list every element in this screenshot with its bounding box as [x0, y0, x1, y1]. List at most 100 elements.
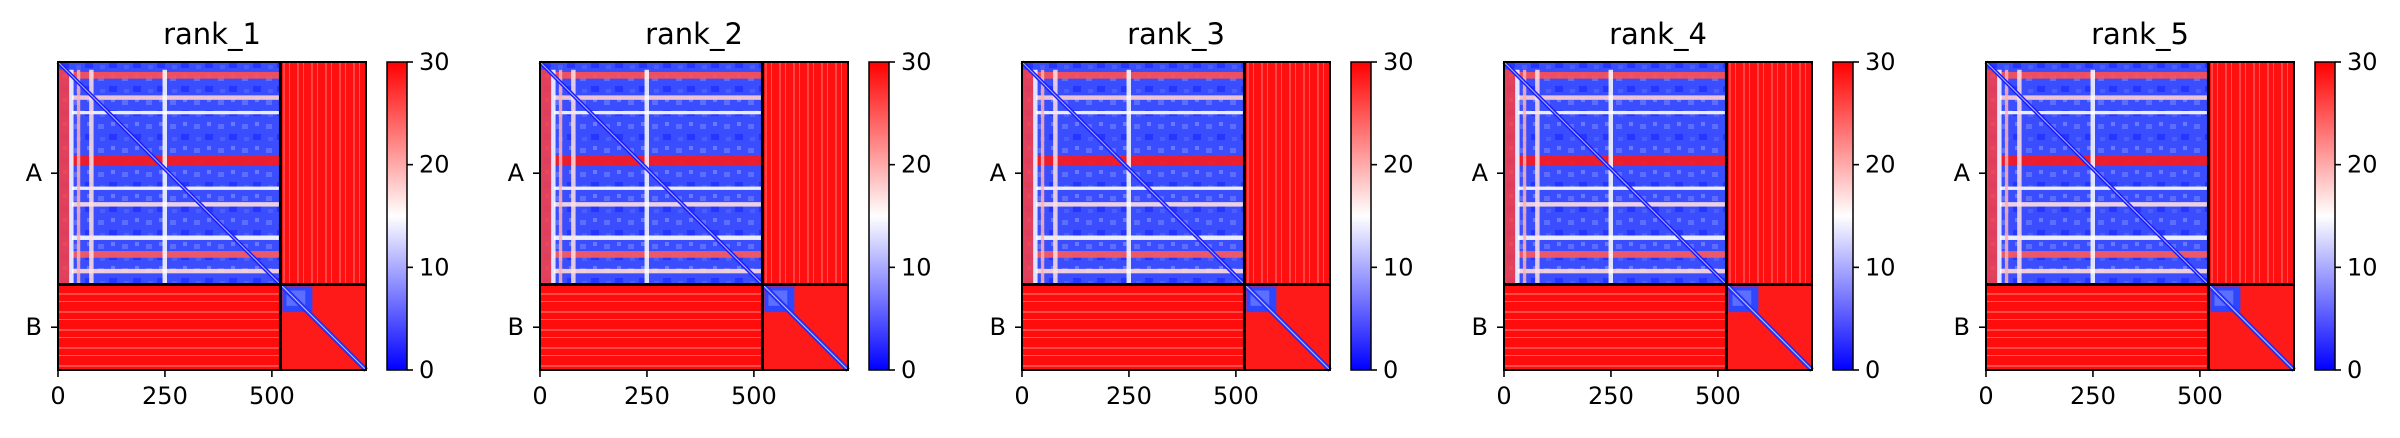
colorbar-tick-label-3: 30 — [2347, 48, 2378, 76]
heatmap-band-6 — [1036, 235, 1245, 240]
colorbar-tick-label-3: 30 — [901, 48, 932, 76]
heatmap-diagonal-A-highlight — [1021, 61, 1245, 285]
heatmap-band-4 — [554, 186, 763, 190]
heatmap-vband-3 — [571, 69, 576, 285]
heatmap-block-AB — [2208, 62, 2294, 285]
heatmap-vband-3 — [89, 69, 94, 285]
heatmap-block-BA — [540, 284, 763, 370]
colorbar-tick-label-3: 30 — [1865, 48, 1896, 76]
heatmap-block-BA — [1986, 284, 2209, 370]
heatmap-vband-3 — [2017, 69, 2022, 285]
colorbar-tick-label-3: 30 — [419, 48, 450, 76]
heatmap-vband-2 — [1040, 69, 1045, 285]
heatmap-band-4 — [1518, 186, 1727, 190]
heatmap-band-4 — [1036, 186, 1245, 190]
colorbar-tick-label-0: 0 — [1865, 356, 1880, 384]
heatmap-block-BA — [1022, 284, 1245, 370]
heatmap-band-4 — [72, 186, 281, 190]
heatmap-block-BA — [1504, 284, 1727, 370]
heatmap-band-3 — [554, 155, 763, 166]
x-tick-label-2: 500 — [731, 382, 777, 410]
axes-frame — [539, 61, 849, 371]
y-tick-label-1: B — [1954, 313, 1970, 341]
axes-frame — [1503, 61, 1813, 371]
colorbar-tick-label-2: 20 — [2347, 151, 2378, 179]
heatmap-band-5 — [2000, 202, 2209, 207]
colorbar-tick-label-0: 0 — [901, 356, 916, 384]
heatmap — [56, 60, 368, 372]
heatmap-band-7 — [1036, 251, 1245, 258]
heatmap-vband-4 — [2090, 69, 2095, 285]
x-tick-label-0: 0 — [1496, 382, 1511, 410]
heatmap-band-8 — [2000, 268, 2209, 274]
x-tick-label-1: 250 — [624, 382, 670, 410]
heatmap-vband-4 — [644, 69, 649, 285]
colorbar-gradient — [2314, 61, 2336, 371]
heatmap-band-0 — [1036, 72, 1245, 79]
y-tick-label-1: B — [26, 313, 42, 341]
heatmap-band-5 — [554, 202, 763, 207]
heatmap-band-1 — [1518, 95, 1727, 100]
x-tick-label-1: 250 — [1588, 382, 1634, 410]
heatmap-band-7 — [2000, 251, 2209, 258]
colorbar-tick-label-1: 10 — [1383, 253, 1414, 281]
heatmap-vband-1 — [69, 69, 74, 285]
heatmap-band-8 — [554, 268, 763, 274]
heatmap-band-1 — [554, 95, 763, 100]
panel-5: rank_5 0 250 500 A B 0 10 20 30 — [1954, 17, 2378, 410]
heatmap-band-8 — [1518, 268, 1727, 274]
colorbar-tick-label-0: 0 — [1383, 356, 1398, 384]
heatmap-vband-1 — [1033, 69, 1038, 285]
colorbar-tick-label-1: 10 — [2347, 253, 2378, 281]
heatmap-diagonal-B-highlight — [1726, 284, 1813, 371]
heatmap-vband-0 — [58, 69, 70, 285]
heatmap-band-3 — [1036, 155, 1245, 166]
heatmap-vband-3 — [1535, 69, 1540, 285]
heatmap-band-2 — [1036, 110, 1245, 115]
axes-frame — [1021, 61, 1331, 371]
panels-group: rank_1 0 250 500 A B 0 10 20 30 rank_2 0 250 500 A B 0 10… — [26, 17, 2378, 410]
heatmap-block-AB — [1726, 62, 1812, 285]
heatmap-band-7 — [1518, 251, 1727, 258]
heatmap-diagonal-A-highlight — [57, 61, 281, 285]
y-tick-label-0: A — [990, 159, 1007, 187]
axes-frame — [57, 61, 367, 371]
heatmap-band-6 — [554, 235, 763, 240]
heatmap-vband-1 — [551, 69, 556, 285]
heatmap-band-3 — [2000, 155, 2209, 166]
heatmap — [538, 60, 850, 372]
x-tick-label-2: 500 — [1213, 382, 1259, 410]
colorbar-gradient — [386, 61, 408, 371]
heatmap — [1502, 60, 1814, 372]
y-tick-label-0: A — [508, 159, 525, 187]
heatmap-diagonal-A-highlight — [1503, 61, 1727, 285]
panel-4: rank_4 0 250 500 A B 0 10 20 30 — [1472, 17, 1896, 410]
colorbar-tick-label-2: 20 — [1865, 151, 1896, 179]
colorbar-tick-label-1: 10 — [419, 253, 450, 281]
heatmap-vband-2 — [76, 69, 81, 285]
heatmap-vband-0 — [540, 69, 552, 285]
axes-frame — [1985, 61, 2295, 371]
panel-title: rank_4 — [1609, 17, 1707, 51]
colorbar-tick-label-3: 30 — [1383, 48, 1414, 76]
panel-title: rank_2 — [645, 17, 743, 51]
heatmap-band-1 — [1036, 95, 1245, 100]
heatmap-vband-1 — [1997, 69, 2002, 285]
heatmap-band-8 — [1036, 268, 1245, 274]
y-tick-label-0: A — [1954, 159, 1971, 187]
colorbar-tick-label-1: 10 — [901, 253, 932, 281]
colorbar-tick-label-1: 10 — [1865, 253, 1896, 281]
panel-3: rank_3 0 250 500 A B 0 10 20 30 — [990, 17, 1414, 410]
heatmap-band-7 — [554, 251, 763, 258]
heatmap-diagonal-A-highlight — [539, 61, 763, 285]
heatmap — [1020, 60, 1332, 372]
panel-title: rank_1 — [163, 17, 261, 51]
heatmap-diagonal-B-highlight — [2208, 284, 2295, 371]
x-tick-label-0: 0 — [1014, 382, 1029, 410]
colorbar: 0 10 20 30 — [2314, 48, 2378, 384]
y-tick-label-1: B — [1472, 313, 1488, 341]
heatmap — [1984, 60, 2296, 372]
panel-title: rank_3 — [1127, 17, 1225, 51]
colorbar-gradient — [1350, 61, 1372, 371]
